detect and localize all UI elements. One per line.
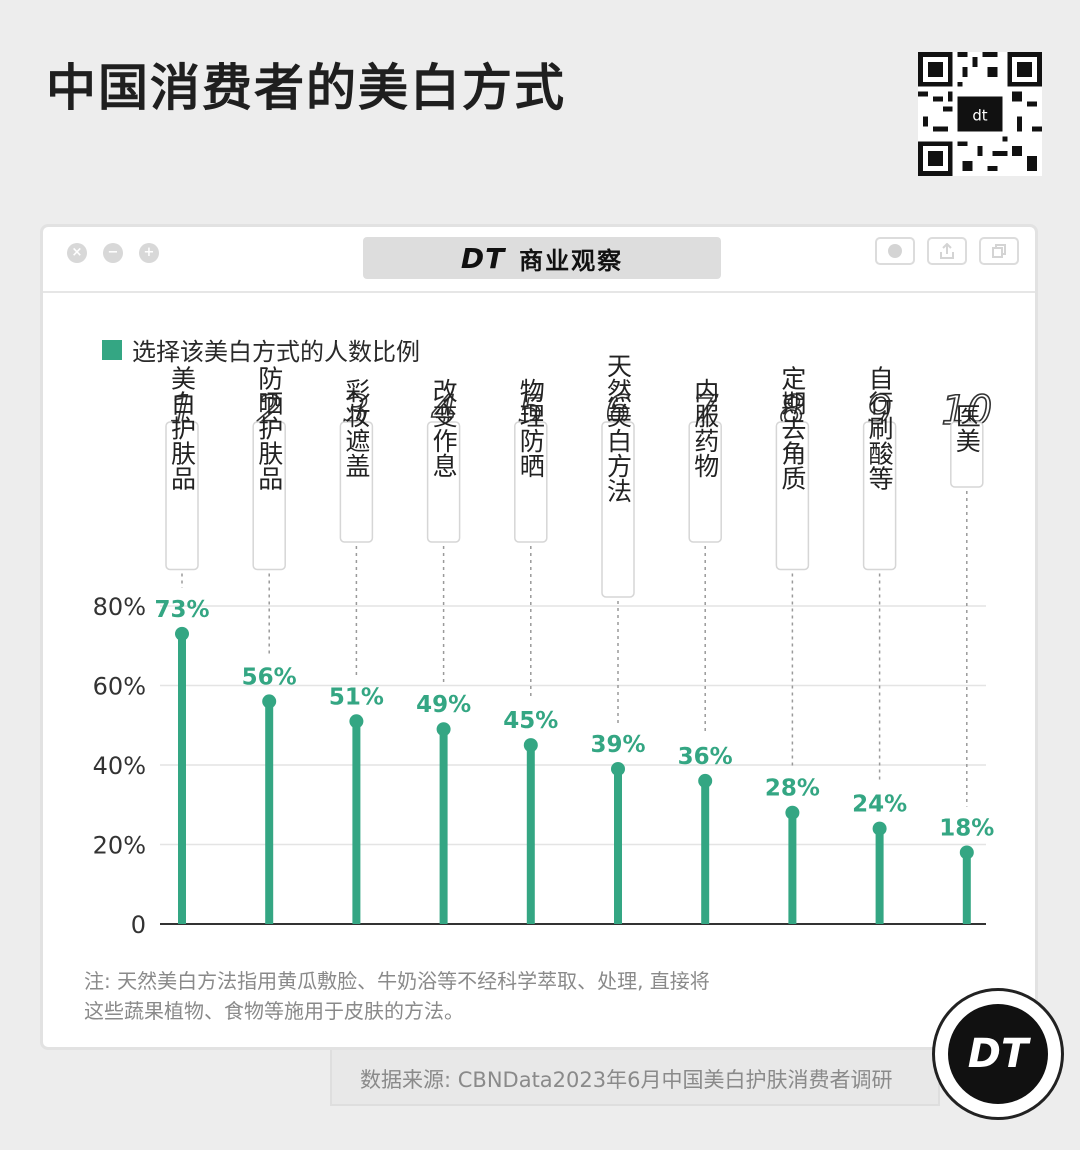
brand-logo-text: DT xyxy=(460,241,506,275)
expand-icon[interactable]: + xyxy=(139,243,159,263)
note-line-1: 注: 天然美白方法指用黄瓜敷脸、牛奶浴等不经科学萃取、处理, 直接将 xyxy=(84,969,710,993)
y-tick-label: 20% xyxy=(93,832,146,860)
dt-logo-text: DT xyxy=(948,1004,1048,1104)
value-label: 18% xyxy=(939,815,994,841)
category-label: 天然美白方法 xyxy=(604,353,633,503)
data-source: 数据来源: CBNData2023年6月中国美白护肤消费者调研 xyxy=(360,1068,893,1092)
category-label-box xyxy=(426,421,461,543)
bar-dot xyxy=(785,805,800,820)
category-label-box xyxy=(688,421,722,543)
value-label: 45% xyxy=(503,708,558,734)
category-label: 美白护肤品 xyxy=(168,366,197,491)
category-label-box xyxy=(252,421,286,571)
category-label: 彩妆遮盖 xyxy=(342,378,371,478)
brand-bar: DT 商业观察 xyxy=(363,237,721,279)
category-label: 内服药物 xyxy=(691,378,720,478)
value-label: 49% xyxy=(416,692,471,718)
category-label: 防晒护肤品 xyxy=(255,366,284,491)
category-label-box xyxy=(775,421,810,571)
value-label: 39% xyxy=(590,732,645,758)
bar-dot xyxy=(872,821,887,836)
value-label: 24% xyxy=(852,792,907,818)
category-label-box xyxy=(165,421,199,571)
y-tick-label: 80% xyxy=(93,593,146,621)
y-tick-label: 40% xyxy=(93,752,146,780)
bar-dot xyxy=(262,694,277,709)
bar-dot xyxy=(959,845,974,860)
bar-dot xyxy=(611,761,625,776)
value-label: 36% xyxy=(678,744,733,770)
svg-text:dt: dt xyxy=(972,106,987,124)
category-label-box xyxy=(950,421,984,488)
qr-code-icon: dt xyxy=(918,52,1042,176)
record-icon[interactable] xyxy=(875,237,915,265)
category-label: 改变作息 xyxy=(429,378,458,478)
share-icon[interactable] xyxy=(927,237,967,265)
category-label: 自行刷酸等 xyxy=(865,366,894,491)
rank-number: 10 xyxy=(941,388,992,434)
chart-note: 注: 天然美白方法指用黄瓜敷脸、牛奶浴等不经科学萃取、处理, 直接将 这些蔬果植… xyxy=(84,966,824,1026)
bar-dot xyxy=(436,722,451,737)
value-label: 28% xyxy=(765,776,820,802)
category-label-box xyxy=(862,421,897,571)
chart-window: × − + DT 商业观察 xyxy=(40,224,1038,1050)
bar-dot xyxy=(523,738,538,753)
value-label: 73% xyxy=(154,597,209,623)
value-label: 51% xyxy=(329,684,384,710)
brand-name: 商业观察 xyxy=(519,246,624,275)
bar-dot xyxy=(349,714,364,729)
y-tick-label: 60% xyxy=(93,673,146,701)
page-title: 中国消费者的美白方式 xyxy=(46,59,566,117)
category-label-box xyxy=(514,421,548,543)
note-line-2: 这些蔬果植物、食物等施用于皮肤的方法。 xyxy=(84,999,464,1023)
category-label: 物理防晒 xyxy=(516,378,545,478)
value-label: 56% xyxy=(242,664,297,690)
close-icon[interactable]: × xyxy=(67,243,87,263)
category-label: 定期去角质 xyxy=(778,366,807,491)
legend-swatch xyxy=(102,339,122,360)
category-label-box xyxy=(601,421,635,598)
legend-label: 选择该美白方式的人数比例 xyxy=(132,338,420,366)
category-label: 医美 xyxy=(952,403,981,453)
copy-icon[interactable] xyxy=(979,237,1019,265)
y-tick-label: 0 xyxy=(131,911,146,939)
source-tab xyxy=(330,1050,940,1106)
bar-dot xyxy=(175,626,189,641)
bar-dot xyxy=(698,773,713,788)
category-label-box xyxy=(339,421,374,543)
chart-legend: 选择该美白方式的人数比例 xyxy=(102,332,420,367)
minimize-icon[interactable]: − xyxy=(103,243,123,263)
window-titlebar: × − + DT 商业观察 xyxy=(43,227,1035,293)
dt-logo-icon: DT xyxy=(932,988,1064,1120)
